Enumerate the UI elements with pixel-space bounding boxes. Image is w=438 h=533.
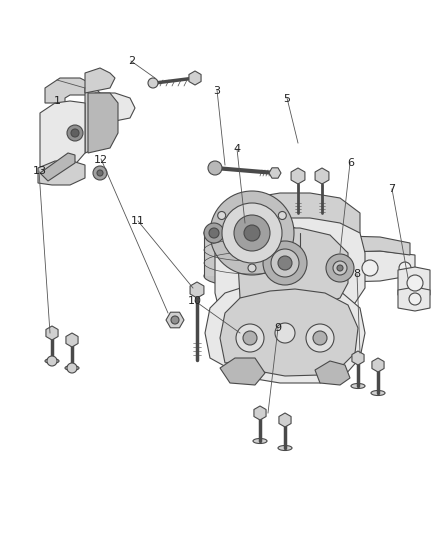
Circle shape	[210, 191, 294, 275]
Text: 2: 2	[128, 56, 135, 66]
Polygon shape	[220, 358, 265, 385]
Circle shape	[326, 254, 354, 282]
Circle shape	[234, 215, 270, 251]
Circle shape	[148, 78, 158, 88]
Polygon shape	[220, 193, 360, 248]
Circle shape	[302, 260, 318, 276]
Circle shape	[67, 125, 83, 141]
Polygon shape	[38, 161, 85, 185]
Text: 13: 13	[32, 166, 46, 175]
Polygon shape	[205, 283, 365, 383]
Circle shape	[218, 212, 226, 220]
Ellipse shape	[204, 222, 300, 244]
Circle shape	[275, 323, 295, 343]
Circle shape	[248, 264, 256, 272]
Polygon shape	[398, 287, 430, 311]
Circle shape	[67, 363, 77, 373]
Polygon shape	[88, 93, 118, 153]
Text: 11: 11	[131, 216, 145, 226]
Polygon shape	[40, 101, 85, 178]
Polygon shape	[95, 93, 135, 121]
Text: 8: 8	[353, 270, 360, 279]
Polygon shape	[220, 289, 358, 376]
Circle shape	[236, 324, 264, 352]
Text: 3: 3	[213, 86, 220, 95]
Circle shape	[399, 262, 411, 274]
Circle shape	[263, 241, 307, 285]
Circle shape	[47, 356, 57, 366]
Circle shape	[244, 225, 260, 241]
Circle shape	[271, 249, 299, 277]
Circle shape	[243, 331, 257, 345]
Text: 1: 1	[53, 96, 60, 106]
Circle shape	[204, 223, 224, 243]
Circle shape	[171, 316, 179, 324]
Polygon shape	[275, 235, 410, 258]
Polygon shape	[85, 88, 108, 153]
Ellipse shape	[371, 391, 385, 395]
Text: 10: 10	[188, 296, 202, 306]
Circle shape	[71, 129, 79, 137]
Circle shape	[306, 324, 334, 352]
Ellipse shape	[351, 384, 365, 389]
Text: 6: 6	[347, 158, 354, 167]
Circle shape	[333, 261, 347, 275]
Polygon shape	[45, 78, 95, 103]
Text: 9: 9	[275, 323, 282, 333]
Ellipse shape	[45, 359, 59, 364]
Circle shape	[93, 166, 107, 180]
Circle shape	[362, 260, 378, 276]
Polygon shape	[238, 228, 348, 305]
Polygon shape	[315, 361, 350, 385]
Circle shape	[97, 170, 103, 176]
Ellipse shape	[253, 439, 267, 443]
Text: 4: 4	[233, 144, 240, 154]
Circle shape	[278, 256, 292, 270]
Text: 12: 12	[94, 155, 108, 165]
Circle shape	[209, 228, 219, 238]
Ellipse shape	[65, 366, 79, 370]
Circle shape	[409, 293, 421, 305]
Circle shape	[278, 212, 286, 220]
Polygon shape	[204, 233, 300, 276]
Polygon shape	[398, 267, 430, 298]
Polygon shape	[40, 153, 75, 181]
Circle shape	[208, 161, 222, 175]
Polygon shape	[215, 218, 365, 318]
Polygon shape	[275, 251, 415, 283]
Ellipse shape	[204, 265, 300, 287]
Circle shape	[313, 331, 327, 345]
Circle shape	[407, 275, 423, 291]
Circle shape	[222, 203, 282, 263]
Circle shape	[337, 265, 343, 271]
Text: 7: 7	[389, 184, 396, 194]
Text: 5: 5	[283, 94, 290, 103]
Polygon shape	[85, 68, 115, 93]
Ellipse shape	[278, 446, 292, 450]
